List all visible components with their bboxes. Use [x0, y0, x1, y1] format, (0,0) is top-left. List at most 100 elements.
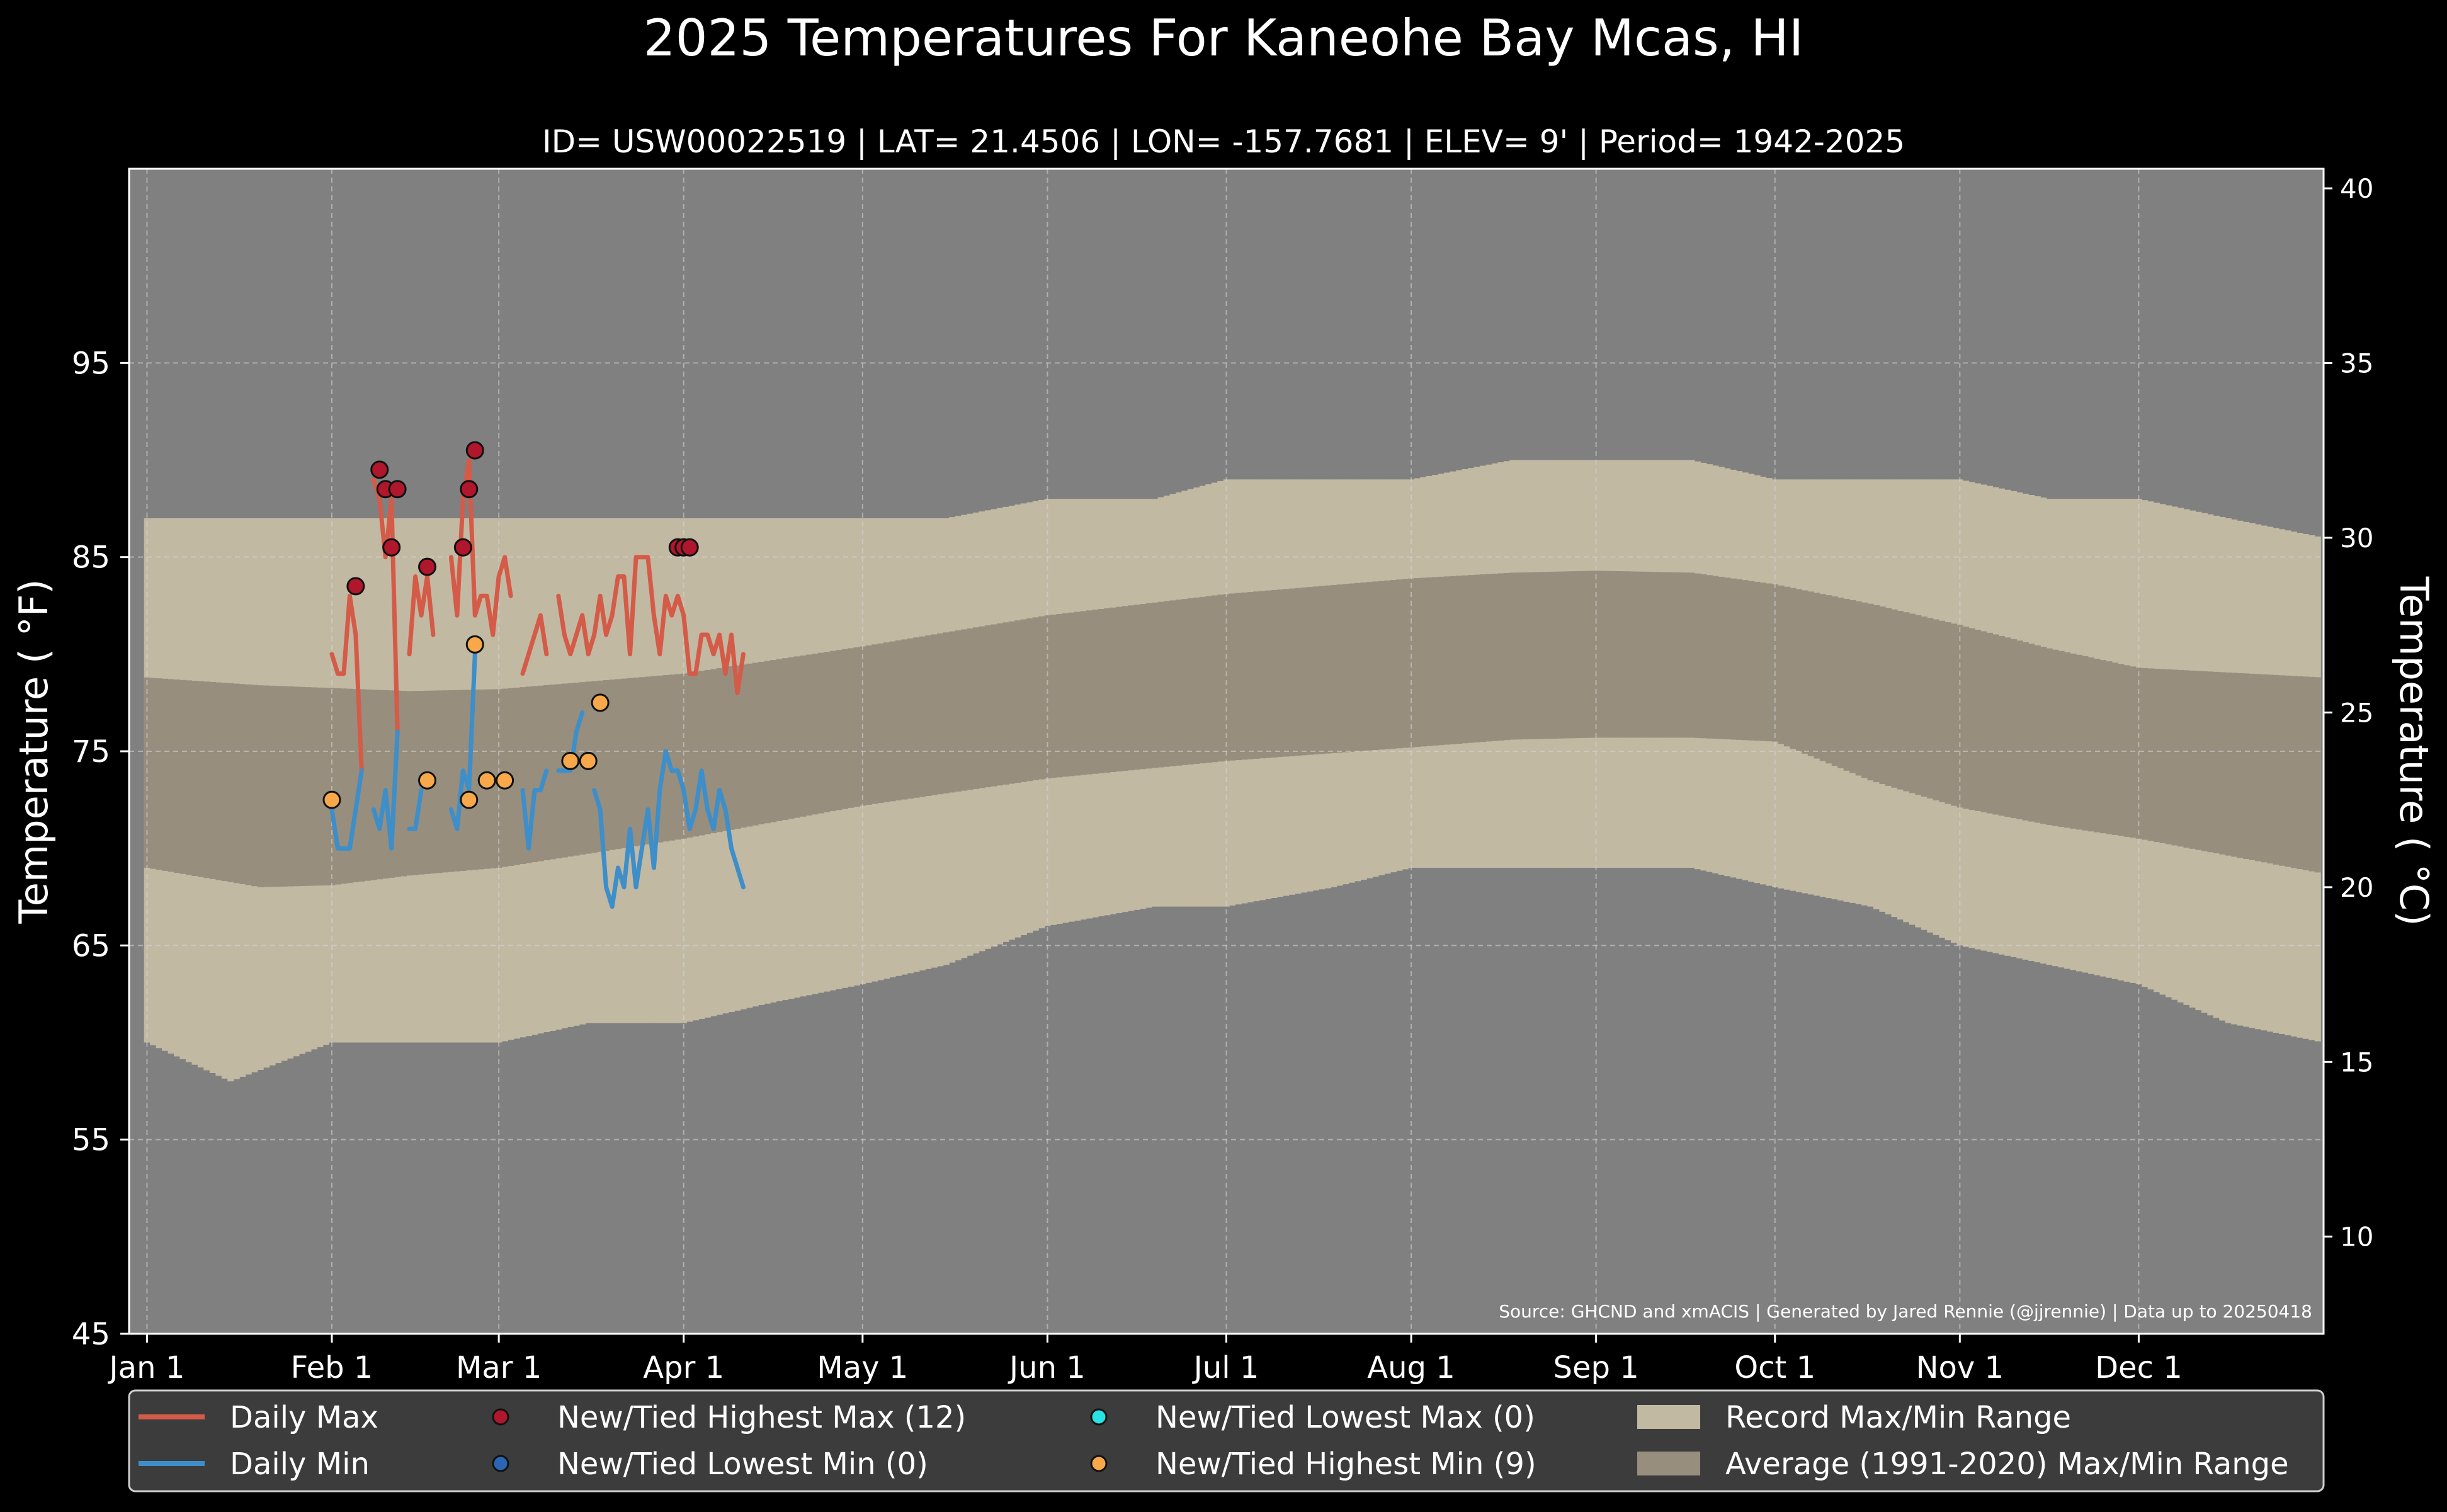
average-range-bar — [1098, 608, 1104, 773]
left-tick-label: 55 — [72, 1123, 110, 1158]
highest-max-marker — [680, 538, 699, 557]
average-range-bar — [179, 679, 186, 874]
average-range-bar — [2255, 674, 2262, 861]
average-range-bar — [400, 691, 407, 877]
average-range-bar — [2201, 671, 2208, 851]
average-range-bar — [1903, 612, 1910, 792]
average-range-bar — [1700, 574, 1707, 739]
average-range-bar — [2004, 637, 2011, 817]
average-range-bar — [1199, 596, 1206, 764]
average-range-bar — [2207, 671, 2214, 853]
average-range-bar — [1044, 615, 1051, 779]
average-range-bar — [1008, 621, 1015, 784]
average-range-bar — [1814, 593, 1820, 759]
average-range-bar — [1360, 582, 1367, 751]
right-tick-label: 40 — [2340, 173, 2373, 204]
average-range-bar — [2046, 648, 2053, 826]
average-range-bar — [1331, 584, 1337, 753]
average-range-bar — [298, 686, 305, 887]
highest-max-marker — [382, 538, 401, 557]
average-range-bar — [1509, 572, 1516, 740]
average-range-bar — [1879, 606, 1886, 785]
average-range-bar — [1121, 606, 1128, 771]
right-y-axis: 10 15 20 25 30 35 40 — [2324, 173, 2373, 1253]
average-range-bar — [2189, 670, 2196, 849]
legend-swatch-new-tied-lowest-max-0 — [1090, 1408, 1108, 1426]
average-range-bar — [239, 684, 246, 884]
average-range-bar — [353, 689, 360, 883]
average-range-bar — [1247, 592, 1254, 759]
average-range-bar — [394, 690, 401, 877]
average-range-bar — [1217, 594, 1224, 762]
average-range-bar — [1742, 580, 1749, 741]
y-axis-label-right: Temperature ( °C) — [2391, 576, 2437, 926]
average-range-bar — [1861, 602, 1868, 778]
average-range-bar — [1998, 635, 2005, 816]
average-range-bar — [1968, 628, 1975, 810]
highest-min-marker — [579, 751, 598, 770]
average-range-bar — [1324, 585, 1331, 754]
average-range-bar — [609, 679, 616, 850]
average-range-bar — [1939, 620, 1946, 802]
average-range-bar — [406, 691, 413, 876]
average-range-bar — [2267, 674, 2274, 864]
average-range-bar — [1444, 576, 1451, 745]
legend-label-new-tied-highest-max-12: New/Tied Highest Max (12) — [557, 1400, 966, 1435]
average-range-bar — [746, 663, 753, 827]
average-range-bar — [1664, 572, 1671, 738]
average-range-bar — [1211, 595, 1218, 763]
average-range-bar — [865, 645, 872, 805]
average-range-bar — [1611, 571, 1618, 738]
highest-min-marker — [561, 751, 580, 770]
highest-min-marker — [460, 790, 479, 809]
average-range-bar — [1825, 595, 1832, 764]
average-range-bar — [2123, 665, 2130, 837]
average-range-bar — [812, 654, 819, 815]
average-range-bar — [1843, 598, 1850, 771]
average-range-bar — [889, 641, 896, 802]
average-range-bar — [2177, 669, 2184, 847]
average-range-bar — [191, 681, 198, 876]
x-tick-label: Mar 1 — [456, 1350, 542, 1385]
x-tick-label: Aug 1 — [1367, 1350, 1455, 1385]
average-range-bar — [579, 682, 586, 855]
average-range-bar — [1390, 579, 1397, 749]
average-range-bar — [955, 630, 962, 792]
average-range-bar — [2261, 674, 2268, 863]
average-range-bar — [1581, 571, 1588, 738]
average-range-bar — [1056, 613, 1063, 778]
average-range-bar — [1456, 576, 1463, 744]
average-range-bar — [412, 691, 419, 875]
x-tick-label: Sep 1 — [1553, 1350, 1639, 1385]
average-range-bar — [1176, 600, 1183, 766]
average-range-bar — [1265, 590, 1272, 758]
average-range-bar — [991, 624, 997, 787]
average-range-bar — [1157, 601, 1164, 768]
average-range-bar — [1259, 591, 1266, 759]
average-range-bar — [1450, 576, 1456, 744]
average-range-bar — [883, 642, 890, 802]
source-note: Source: GHCND and xmACIS | Generated by … — [1499, 1301, 2312, 1322]
average-range-bar — [2082, 656, 2089, 831]
average-range-bar — [2302, 676, 2309, 870]
highest-max-marker — [370, 460, 389, 479]
legend-label-new-tied-lowest-max-0: New/Tied Lowest Max (0) — [1155, 1400, 1535, 1435]
average-range-bar — [442, 690, 449, 873]
average-range-bar — [1205, 596, 1212, 763]
average-range-bar — [2308, 676, 2315, 872]
average-range-bar — [1288, 588, 1296, 756]
average-range-bar — [1020, 619, 1027, 782]
average-range-bar — [209, 681, 216, 879]
average-range-bar — [621, 678, 628, 848]
average-range-bar — [895, 640, 902, 800]
average-range-bar — [1473, 574, 1480, 742]
average-range-bar — [603, 680, 610, 851]
average-range-bar — [1569, 571, 1576, 739]
average-range-bar — [1396, 579, 1403, 749]
average-range-bar — [1468, 575, 1475, 743]
left-tick-label: 85 — [72, 540, 110, 576]
average-range-bar — [657, 675, 664, 843]
average-range-bar — [770, 660, 777, 822]
y-axis-label-left: Temperature ( °F) — [11, 579, 57, 924]
legend-label-record-max-min-range: Record Max/Min Range — [1725, 1400, 2071, 1435]
